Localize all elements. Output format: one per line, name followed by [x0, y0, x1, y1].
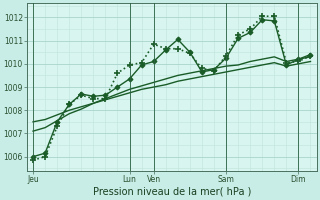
X-axis label: Pression niveau de la mer( hPa ): Pression niveau de la mer( hPa ): [92, 187, 251, 197]
